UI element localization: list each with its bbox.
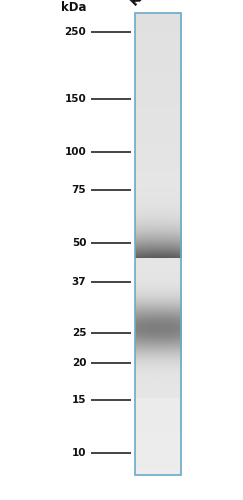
Text: 75: 75	[72, 184, 86, 194]
Text: 20: 20	[72, 358, 86, 368]
Text: 15: 15	[72, 396, 86, 406]
Text: K562: K562	[128, 0, 164, 8]
Text: 25: 25	[72, 328, 86, 338]
Bar	[135, 13, 181, 474]
Text: 100: 100	[64, 147, 86, 157]
Text: 50: 50	[72, 238, 86, 248]
Text: 10: 10	[72, 448, 86, 458]
Text: 37: 37	[72, 277, 86, 287]
Text: 250: 250	[64, 27, 86, 37]
Text: kDa: kDa	[61, 0, 86, 14]
Text: 150: 150	[64, 94, 86, 104]
